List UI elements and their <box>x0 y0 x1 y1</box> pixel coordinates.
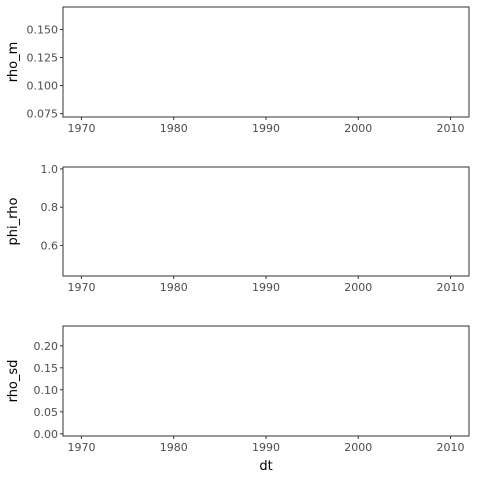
panel-border <box>62 325 470 437</box>
x-tick-label: 1990 <box>252 122 280 135</box>
y-tick-label: 0.075 <box>27 108 59 121</box>
panel-rho-sd: 1970 1980 1990 2000 2010 0.00 0.05 0.10 0.15 0.20… <box>6 325 470 474</box>
y-tick-label: 0.10 <box>34 384 59 397</box>
y-tick-label: 0.05 <box>34 406 59 419</box>
panel-border <box>62 6 470 118</box>
x-tick-label: 1990 <box>252 281 280 294</box>
y-tick-label: 0.100 <box>27 80 59 93</box>
x-tick-label: 2010 <box>437 281 465 294</box>
y-axis-title: rho_m <box>6 42 21 82</box>
panel-border <box>62 166 470 277</box>
panel-phi-rho: 1970 1980 1990 2000 2010 0.6 0.8 1.0 phi_rho <box>6 163 470 294</box>
y-tick-label: 0.150 <box>27 23 59 36</box>
x-tick-label: 1980 <box>160 441 188 454</box>
y-tick-label: 0.20 <box>34 340 59 353</box>
panel-rho-m: 1970 1980 1990 2000 2010 0.075 0.100 0.125 0.150… <box>6 6 470 135</box>
x-tick-label: 2000 <box>344 441 372 454</box>
x-tick-label: 2000 <box>344 122 372 135</box>
y-tick-label: 0.15 <box>34 362 59 375</box>
x-tick-label: 2000 <box>344 281 372 294</box>
x-tick-label: 2010 <box>437 122 465 135</box>
y-tick-label: 0.125 <box>27 52 59 65</box>
y-tick-label: 0.6 <box>41 239 59 252</box>
x-tick-label: 1980 <box>160 122 188 135</box>
y-tick-label: 0.00 <box>34 428 59 441</box>
x-axis-title: dt <box>259 459 272 474</box>
y-axis-title: rho_sd <box>6 360 21 403</box>
x-tick-label: 2010 <box>437 441 465 454</box>
y-tick-label: 1.0 <box>41 163 59 176</box>
x-tick-label: 1990 <box>252 441 280 454</box>
x-tick-label: 1970 <box>67 281 95 294</box>
x-tick-label: 1970 <box>67 441 95 454</box>
y-axis-title: phi_rho <box>6 198 21 246</box>
x-tick-label: 1980 <box>160 281 188 294</box>
y-tick-label: 0.8 <box>41 201 59 214</box>
x-tick-label: 1970 <box>67 122 95 135</box>
